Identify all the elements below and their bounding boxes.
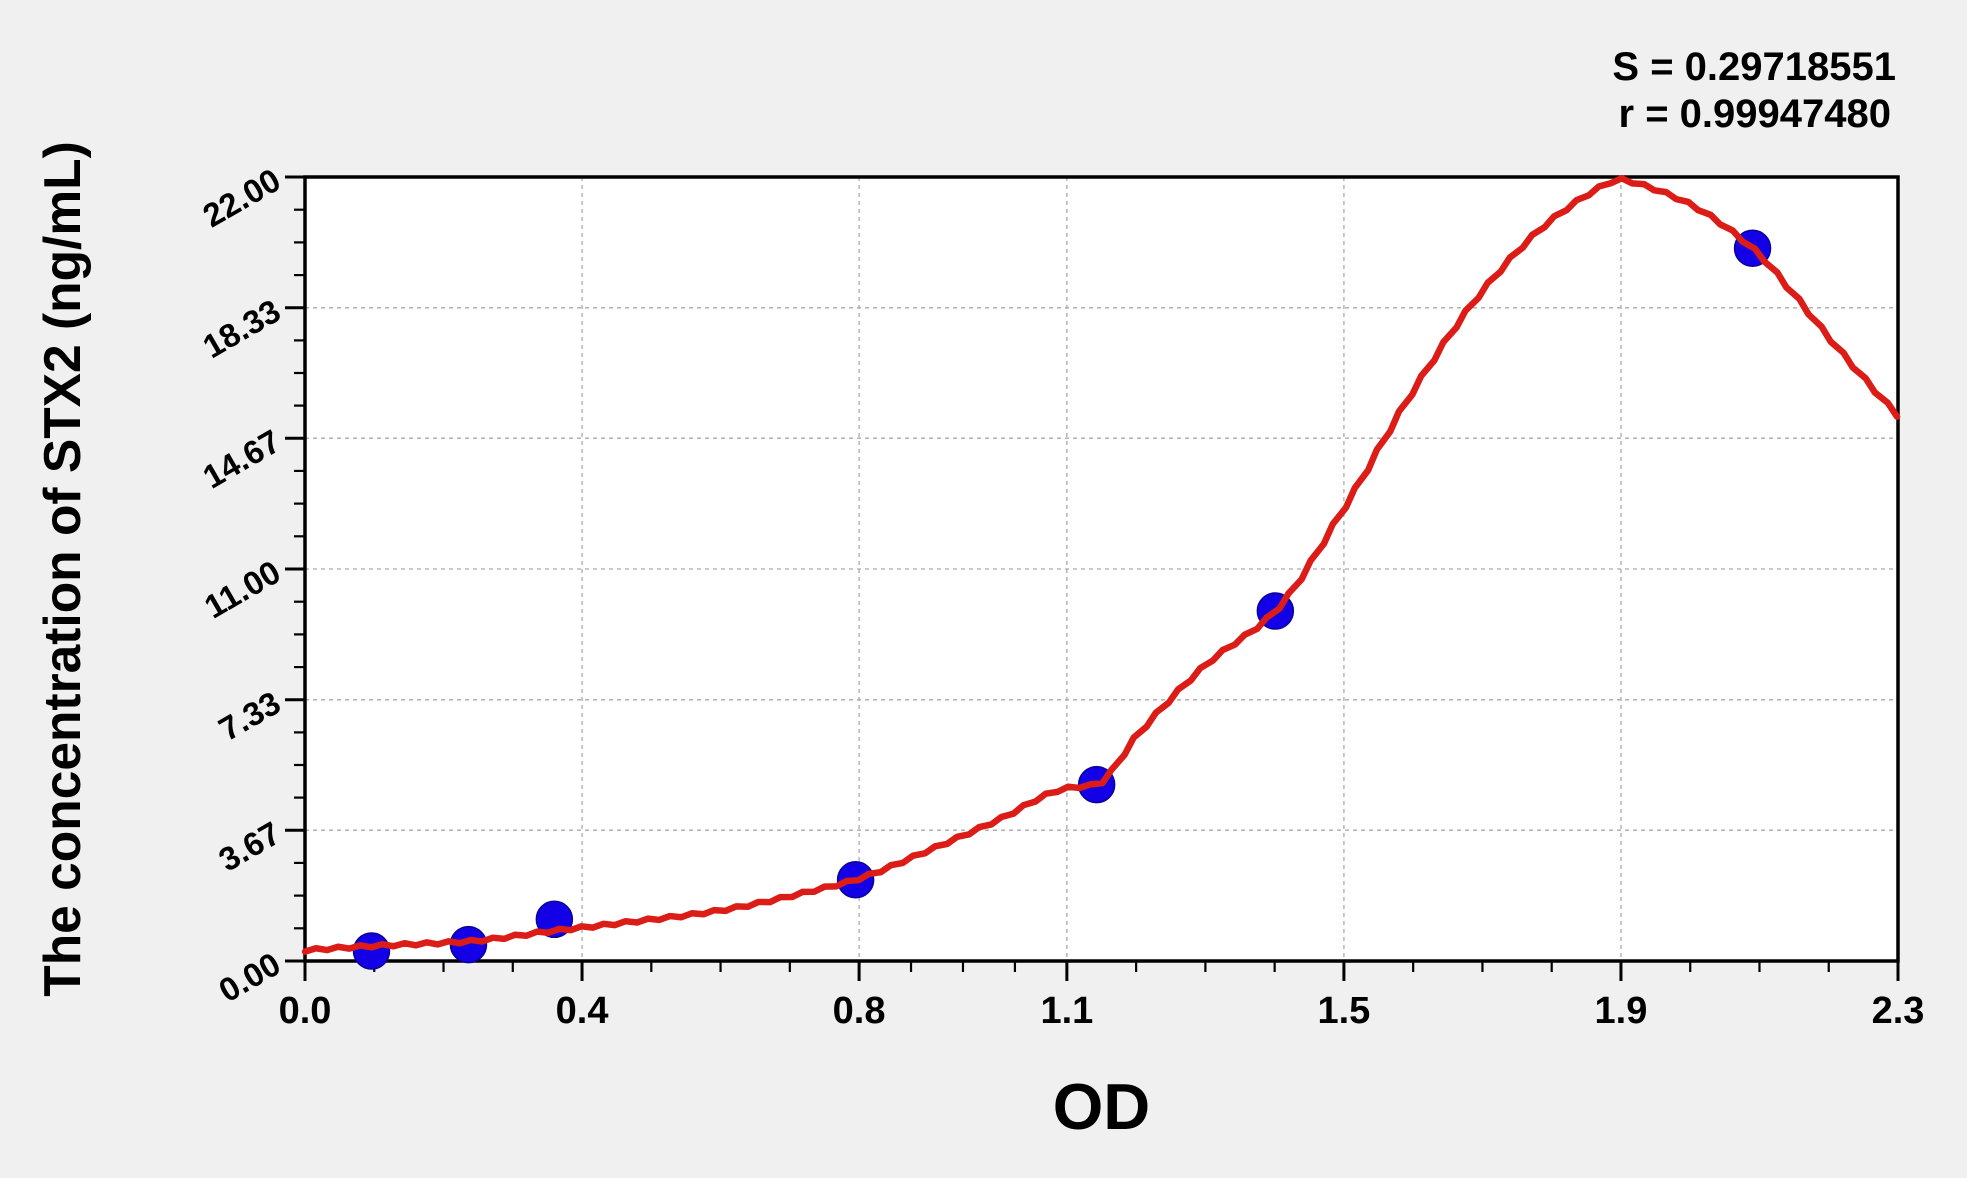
svg-text:r = 0.99947480: r = 0.99947480 <box>1619 92 1891 136</box>
svg-text:1.9: 1.9 <box>1595 990 1648 1032</box>
svg-text:1.1: 1.1 <box>1040 990 1093 1032</box>
svg-text:S = 0.29718551: S = 0.29718551 <box>1612 45 1896 89</box>
svg-text:2.3: 2.3 <box>1872 990 1925 1032</box>
svg-text:0.0: 0.0 <box>279 990 332 1032</box>
svg-text:1.5: 1.5 <box>1317 990 1370 1032</box>
svg-text:0.4: 0.4 <box>556 990 609 1032</box>
svg-text:The concentration of STX2 (ng/: The concentration of STX2 (ng/mL) <box>33 141 91 996</box>
svg-text:OD: OD <box>1053 1070 1151 1143</box>
svg-text:0.8: 0.8 <box>833 990 886 1032</box>
